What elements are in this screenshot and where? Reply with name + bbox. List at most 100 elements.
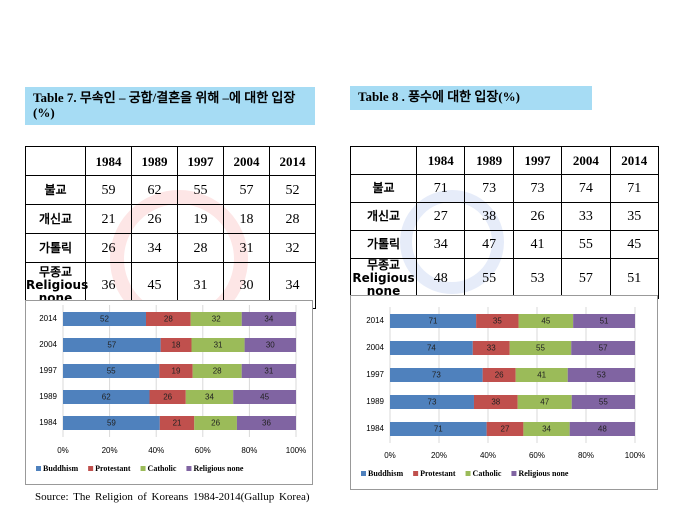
bar-segment xyxy=(573,314,635,328)
bar-segment xyxy=(149,390,186,404)
data-label: 47 xyxy=(540,398,549,407)
cell: 53 xyxy=(512,258,563,299)
bar-segment xyxy=(185,390,234,404)
column-header: 2014 xyxy=(269,146,316,176)
data-label: 31 xyxy=(214,341,223,350)
cell: 18 xyxy=(223,204,270,234)
bar-segment xyxy=(523,422,570,436)
data-label: 41 xyxy=(537,371,546,380)
table: 1984 1989 1997 2004 2014 불교 71 73 73 74 71 개신교 27 38 2… xyxy=(350,146,659,299)
data-label: 73 xyxy=(428,398,437,407)
data-label: 31 xyxy=(264,367,273,376)
row: 가톨릭 26 34 28 31 32 xyxy=(25,233,316,263)
bar-segment xyxy=(476,314,519,328)
cell: 47 xyxy=(464,230,514,259)
y-tick-label: 1984 xyxy=(366,424,384,433)
data-label: 51 xyxy=(600,317,609,326)
data-label: 32 xyxy=(212,315,221,324)
cell: 28 xyxy=(177,233,224,263)
bar-segment xyxy=(244,338,296,352)
cell: 57 xyxy=(223,175,270,205)
data-label: 35 xyxy=(493,317,502,326)
bar-segment xyxy=(472,341,510,355)
data-label: 71 xyxy=(434,425,443,434)
y-tick-label: 1997 xyxy=(366,370,384,379)
cell: 71 xyxy=(609,174,659,203)
data-label: 55 xyxy=(536,344,545,353)
cell: 33 xyxy=(561,202,611,231)
bar-segment xyxy=(518,314,574,328)
bar-segment xyxy=(159,416,195,430)
x-tick-label: 20% xyxy=(102,446,118,455)
x-tick-label: 60% xyxy=(529,451,545,460)
cell: 55 xyxy=(561,230,611,259)
data-label: 28 xyxy=(213,367,222,376)
cell: 55 xyxy=(177,175,224,205)
legend-label: Buddhism xyxy=(43,464,78,473)
data-label: 73 xyxy=(432,371,441,380)
data-label: 45 xyxy=(260,393,269,402)
bar-segment xyxy=(160,338,192,352)
cell: 57 xyxy=(561,258,611,299)
cell: 34 xyxy=(415,230,466,259)
bar-segment xyxy=(145,312,191,326)
data-label: 18 xyxy=(172,341,181,350)
cell: 19 xyxy=(177,204,224,234)
data-label: 33 xyxy=(487,344,496,353)
cell: 73 xyxy=(464,174,514,203)
bar-segment xyxy=(63,338,161,352)
cell: 62 xyxy=(131,175,178,205)
column-header: 1984 xyxy=(415,146,466,175)
bar-segment xyxy=(190,312,242,326)
x-tick-label: 40% xyxy=(480,451,496,460)
x-tick-label: 0% xyxy=(384,451,396,460)
cell: 38 xyxy=(464,202,514,231)
cell: 52 xyxy=(269,175,316,205)
legend-label: Religious none xyxy=(193,464,243,473)
cell: 21 xyxy=(85,204,132,234)
row-label: 불교 xyxy=(350,174,417,203)
data-label: 36 xyxy=(262,419,271,428)
legend-label: Catholic xyxy=(473,469,502,478)
bar-segment xyxy=(567,368,635,382)
cell: 45 xyxy=(609,230,659,259)
y-tick-label: 2014 xyxy=(39,314,57,323)
legend-swatch xyxy=(36,466,41,471)
data-label: 19 xyxy=(172,367,181,376)
header-row: 1984 1989 1997 2004 2014 xyxy=(350,146,659,175)
column-header: 1989 xyxy=(131,146,178,176)
bar-segment xyxy=(191,338,245,352)
data-label: 62 xyxy=(102,393,111,402)
data-label: 57 xyxy=(599,344,608,353)
cell: 71 xyxy=(415,174,466,203)
legend-swatch xyxy=(413,471,419,476)
cell: 74 xyxy=(561,174,611,203)
legend-label: Protestant xyxy=(95,464,131,473)
bar-segment xyxy=(159,364,193,378)
bar-segment xyxy=(473,395,518,409)
data-label: 59 xyxy=(107,419,116,428)
data-label: 74 xyxy=(427,344,436,353)
cell: 73 xyxy=(512,174,563,203)
data-label: 53 xyxy=(597,371,606,380)
bar-segment xyxy=(390,341,473,355)
data-label: 21 xyxy=(173,419,182,428)
y-tick-label: 2004 xyxy=(39,340,57,349)
bar-segment xyxy=(63,416,160,430)
chart: 0% 20% 40% 60% 80% 100% 2014 71 35 45 51 2004 74 33 55… xyxy=(350,295,658,490)
corner-cell xyxy=(25,146,86,176)
x-tick-label: 60% xyxy=(195,446,211,455)
data-label: 55 xyxy=(107,367,116,376)
legend-label: Buddhism xyxy=(368,469,403,478)
bar-segment xyxy=(517,395,572,409)
cell: 55 xyxy=(464,258,514,299)
bar-segment xyxy=(571,341,635,355)
column-header: 2014 xyxy=(609,146,659,175)
cell: 35 xyxy=(609,202,659,231)
y-tick-label: 2014 xyxy=(366,316,384,325)
data-label: 55 xyxy=(599,398,608,407)
data-label: 30 xyxy=(266,341,275,350)
x-tick-label: 0% xyxy=(57,446,69,455)
bar-segment xyxy=(390,314,477,328)
legend-swatch xyxy=(140,466,146,471)
